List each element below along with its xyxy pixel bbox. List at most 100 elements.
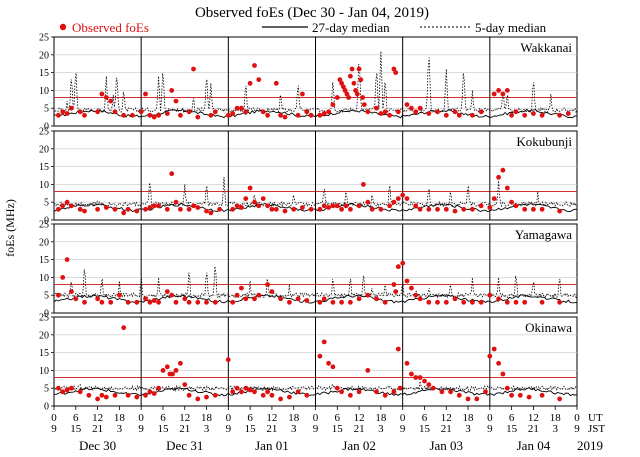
observed-point	[278, 396, 283, 402]
observed-point	[348, 206, 353, 212]
observed-point	[234, 105, 240, 111]
observed-point	[151, 391, 157, 396]
x-tick-ut: 18	[201, 412, 213, 424]
observed-point	[295, 112, 301, 118]
median27-line	[53, 294, 578, 304]
observed-point	[413, 203, 419, 209]
observed-point	[334, 385, 340, 391]
observed-point	[156, 385, 162, 391]
observed-point	[360, 95, 365, 100]
x-tick-ut: 0	[313, 412, 319, 424]
observed-point	[191, 66, 196, 72]
observed-point	[317, 206, 323, 212]
observed-point	[204, 208, 209, 214]
observed-point	[147, 389, 153, 395]
observed-point	[413, 292, 419, 298]
observed-point	[393, 70, 399, 75]
observed-point	[256, 203, 262, 209]
observed-point	[326, 205, 331, 210]
observed-point	[103, 205, 109, 210]
x-tick-jst: 21	[266, 423, 277, 435]
observed-point	[483, 389, 488, 395]
x-day-label: Jan 01	[255, 438, 289, 453]
chart-title: Observed foEs (Dec 30 - Jan 04, 2019)	[195, 5, 429, 21]
y-tick-label: 15	[39, 255, 49, 266]
observed-point	[282, 208, 288, 214]
legend-median5-label: 5-day median	[475, 20, 547, 35]
observed-point	[409, 371, 414, 377]
observed-point	[60, 109, 66, 115]
observed-point	[60, 389, 66, 395]
observed-point	[291, 206, 297, 212]
observed-point	[173, 199, 179, 205]
observed-point	[496, 174, 501, 180]
observed-point	[404, 278, 410, 284]
observed-point	[230, 299, 236, 305]
observed-point	[400, 260, 406, 266]
observed-point	[56, 112, 61, 118]
observed-point	[217, 206, 223, 212]
observed-point	[178, 360, 183, 366]
x-tick-ut: 0	[487, 412, 493, 424]
y-tick-label: 15	[39, 68, 49, 79]
observed-point	[143, 206, 148, 212]
observed-point	[557, 112, 562, 118]
observed-point	[195, 114, 201, 120]
observed-point	[348, 299, 353, 305]
observed-point	[95, 396, 100, 402]
observed-point	[339, 389, 344, 395]
observed-point	[378, 111, 384, 116]
median5-line	[53, 177, 578, 208]
observed-point	[191, 203, 196, 209]
observed-point	[417, 375, 423, 380]
observed-point	[60, 203, 66, 209]
median27-line	[53, 108, 578, 119]
x-tick-ut: 0	[138, 412, 144, 424]
observed-point	[304, 109, 310, 115]
observed-point	[557, 396, 562, 402]
observed-point	[295, 389, 301, 395]
observed-point	[186, 392, 192, 398]
observed-point	[234, 385, 240, 391]
observed-point	[504, 88, 510, 93]
observed-point	[86, 392, 92, 398]
observed-point	[443, 299, 449, 305]
observed-point	[130, 112, 135, 118]
observed-point	[417, 206, 423, 212]
observed-point	[64, 257, 70, 262]
observed-point	[321, 339, 327, 345]
station-label: Okinawa	[525, 320, 572, 335]
observed-point	[326, 360, 331, 366]
observed-point	[287, 299, 292, 305]
observed-point	[173, 98, 179, 104]
median27-line	[53, 202, 578, 213]
y-tick-label: 10	[39, 273, 49, 284]
observed-point	[69, 385, 74, 391]
observed-point	[404, 196, 410, 202]
observed-point	[278, 296, 283, 302]
y-tick-label: 25	[39, 220, 49, 231]
observed-point	[526, 394, 532, 400]
observed-point	[513, 109, 519, 115]
observed-point	[500, 91, 506, 97]
x-tick-jst: 21	[528, 423, 539, 435]
x-tick-ut: 6	[422, 412, 428, 424]
observed-point	[247, 387, 253, 393]
observed-point	[334, 95, 340, 100]
observed-point	[143, 392, 148, 398]
observed-point	[522, 112, 528, 118]
observed-point	[382, 109, 388, 115]
x-tick-jst: 9	[313, 423, 319, 435]
observed-point	[77, 206, 83, 212]
x-tick-jst: 3	[552, 423, 558, 435]
observed-point	[265, 389, 270, 395]
station-label: Wakkanai	[520, 40, 572, 55]
observed-point	[265, 282, 270, 287]
observed-point	[504, 385, 510, 391]
observed-point	[77, 389, 83, 395]
observed-point	[417, 296, 423, 302]
observed-point	[452, 296, 458, 302]
observed-point	[391, 282, 397, 287]
observed-point	[339, 206, 344, 212]
observed-point	[178, 206, 183, 212]
